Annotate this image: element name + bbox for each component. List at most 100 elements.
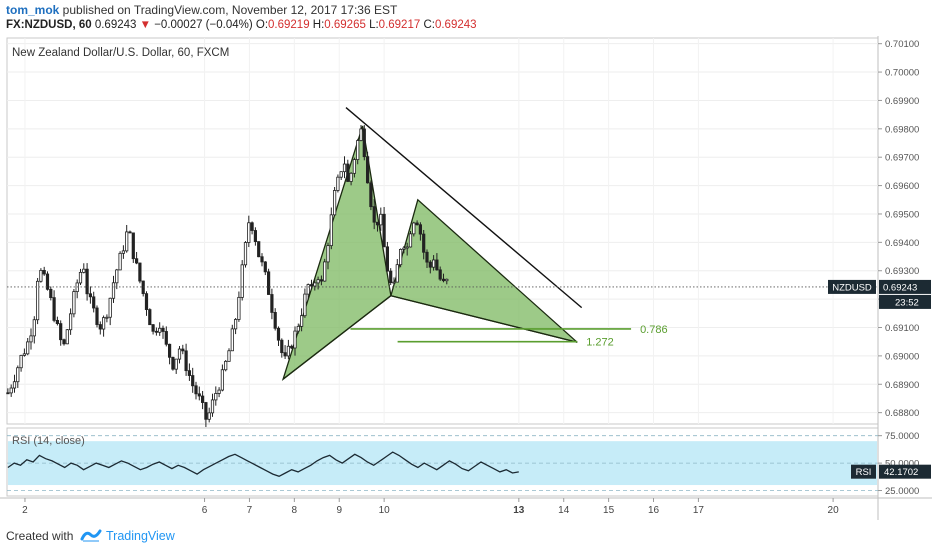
candle-body (191, 375, 195, 387)
symbol-label: FX:NZDUSD, 60 (6, 19, 92, 31)
rsi-line[interactable] (7, 451, 519, 478)
candle-body (382, 213, 386, 248)
candle-body (362, 128, 366, 158)
candle-body (398, 248, 403, 266)
candle-body (148, 309, 152, 326)
y-tick-label: 0.69800 (885, 124, 919, 135)
candle-body (164, 331, 168, 345)
rsi-tick-label: 50.0000 (885, 459, 919, 470)
candle-body (273, 312, 277, 329)
rsi-tag-label: RSI (856, 467, 872, 478)
candle-body (412, 222, 416, 235)
rsi-tag (851, 464, 876, 479)
tradingview-logo-icon[interactable] (80, 527, 102, 546)
candle-body (260, 256, 264, 263)
candle-body (323, 261, 327, 282)
close-label: C: (423, 19, 435, 31)
candle-body (197, 393, 201, 397)
candle-body (131, 232, 135, 260)
candle-body (161, 327, 165, 332)
candle-body (290, 345, 294, 349)
publish-info: tom_mok published on TradingView.com, No… (6, 3, 397, 17)
candle-body (144, 293, 149, 310)
candle-body (105, 316, 109, 319)
candle-body (441, 278, 446, 282)
candle-body (306, 284, 310, 295)
candle-body (309, 284, 314, 287)
candle-body (438, 269, 442, 280)
candle-body (52, 297, 56, 321)
price-chart[interactable]: 0.786 1.272 0.70100 0.70000 0.69900 0.69800 0… (0, 36, 932, 520)
publish-text: published on TradingView.com, November 1… (59, 3, 398, 17)
pattern-leg-xb[interactable] (282, 295, 392, 380)
candle-body (346, 163, 350, 182)
candle-body (372, 206, 376, 223)
last-price: 0.69243 (94, 19, 137, 31)
candle-body (316, 279, 320, 284)
high-label: H: (312, 19, 325, 31)
candle-body (184, 350, 188, 372)
candle-body (299, 315, 304, 327)
rsi-last-tag (879, 464, 931, 479)
rsi-label: RSI (14, close) (12, 435, 85, 447)
candle-body (342, 163, 347, 173)
y-tick-label: 0.69300 (885, 266, 919, 277)
tradingview-brand[interactable]: TradingView (106, 529, 175, 543)
candle-body (326, 245, 330, 263)
resistance-trendline[interactable] (345, 107, 583, 309)
author-link[interactable]: tom_mok (6, 3, 60, 17)
candle-body (151, 324, 155, 332)
candle-body (296, 325, 300, 332)
candle-body (62, 339, 66, 345)
candle-body (250, 222, 254, 231)
candle-body (313, 282, 317, 287)
x-tick-label: 6 (202, 505, 208, 516)
pattern-leg-bd[interactable] (390, 295, 578, 343)
y-tick-label: 0.69600 (885, 181, 919, 192)
y-tick-label: 0.70100 (885, 39, 919, 50)
x-tick-label: 8 (292, 505, 298, 516)
footer: Created with TradingView (0, 520, 932, 550)
candle-body (45, 273, 50, 290)
x-tick-label: 16 (648, 505, 660, 516)
candle-body (35, 280, 40, 321)
chart-header: tom_mok published on TradingView.com, No… (0, 0, 932, 36)
x-tick-label: 20 (828, 505, 840, 516)
candle-body (227, 350, 231, 362)
candle-body (339, 171, 343, 178)
candle-body (217, 389, 221, 394)
candle-body (422, 233, 426, 253)
y-tick-label: 0.69700 (885, 153, 919, 164)
y-tick-label: 0.69400 (885, 238, 919, 249)
candle-body (220, 369, 224, 391)
candle-body (72, 291, 76, 315)
open-label: O: (255, 19, 269, 31)
candle-body (240, 264, 244, 298)
candle-body (115, 269, 119, 284)
candle-body (392, 281, 396, 284)
candle-body (95, 307, 99, 325)
candle-body (270, 294, 274, 313)
candle-body (359, 128, 363, 141)
candle-body (98, 324, 102, 330)
candle-body (303, 293, 307, 317)
symbol-tag-label: NZDUSD (832, 282, 872, 293)
candle-body (214, 393, 218, 401)
candle-body (263, 261, 267, 273)
harmonic-triangle-xab[interactable] (281, 125, 392, 381)
y-tick-label: 0.69500 (885, 209, 919, 220)
candle-body (118, 252, 122, 271)
candle-body (204, 402, 208, 420)
candle-body (428, 261, 432, 268)
candle-body (253, 230, 257, 242)
y-tick-label: 0.68800 (885, 408, 919, 419)
candle-body (257, 241, 261, 258)
candle-body (365, 156, 370, 184)
candle-body (319, 279, 323, 282)
candle-body (134, 258, 139, 264)
candle-body (402, 247, 406, 250)
candle-body (425, 251, 429, 263)
candle-body (12, 381, 17, 389)
candle-body (408, 233, 413, 248)
x-tick-label: 17 (693, 505, 705, 516)
